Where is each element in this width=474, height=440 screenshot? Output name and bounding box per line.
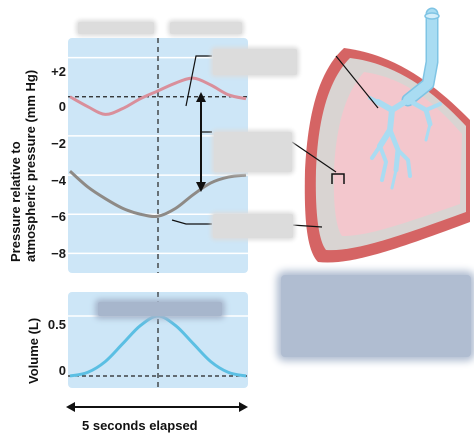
label-box-middle [214,132,292,172]
header-label-left [78,22,154,34]
pressure-tick-minus2: −2 [51,136,66,151]
airway [368,7,442,190]
pressure-series-line-0 [69,76,247,116]
volume-chart-title-box [98,302,222,316]
volume-chart [68,292,248,388]
pressure-series-line-1 [68,170,247,218]
pressure-tick-0: 0 [58,99,66,114]
pleura-bracket [331,173,345,184]
pressure-tick-minus8: −8 [51,246,66,261]
label-box-top [213,49,297,75]
label-box-lower [213,214,293,238]
pressure-tick-minus6: −6 [51,209,66,224]
lung-illustration [304,7,470,263]
time-axis-label: 5 seconds elapsed [82,418,198,433]
header-label-right [170,22,242,34]
caption-panel [281,275,471,357]
pressure-tick-plus2: +2 [51,64,66,79]
volume-series-line-0 [69,314,247,378]
pressure-tick-minus4: −4 [51,173,66,188]
volume-tick-0-5: 0.5 [47,317,66,332]
time-axis-arrow [66,402,248,412]
volume-tick-0: 0 [58,363,66,378]
